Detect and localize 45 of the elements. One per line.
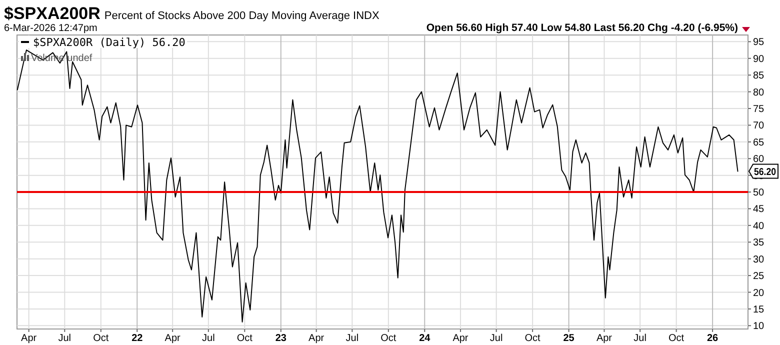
x-tick-label: Jul bbox=[58, 333, 72, 344]
legend-label: $SPXA200R (Daily) 56.20 bbox=[33, 36, 186, 49]
x-tick-label: Oct bbox=[380, 333, 396, 344]
x-tick-label: Oct bbox=[668, 333, 684, 344]
y-tick-label: 50 bbox=[753, 188, 765, 199]
y-tick-label: 75 bbox=[753, 104, 765, 115]
y-tick-label: 85 bbox=[753, 70, 765, 82]
x-tick-label: Oct bbox=[93, 333, 109, 344]
x-tick-label: 24 bbox=[419, 333, 431, 344]
x-tick-label: Jul bbox=[490, 333, 503, 344]
y-tick-label: 35 bbox=[753, 238, 765, 249]
value-tag: 56.20 bbox=[748, 164, 780, 179]
y-tick-label: 10 bbox=[753, 321, 765, 332]
y-tick-label: 80 bbox=[753, 87, 765, 98]
chart-title: $SPXA200R bbox=[4, 4, 100, 23]
x-tick-label: Jul bbox=[346, 333, 359, 344]
text: Open 56.60 High 57.40 Low 54.80 Last 56.20 Chg -4.20 (-6.95%) bbox=[426, 22, 738, 34]
x-tick-label: Jul bbox=[202, 333, 215, 344]
text: 6-Mar-2026 12:47pm bbox=[4, 23, 98, 34]
annotation: 56.20 bbox=[754, 166, 780, 178]
y-tick-label: 95 bbox=[753, 37, 765, 48]
x-tick-label: Oct bbox=[524, 333, 541, 344]
x-tick-label: Apr bbox=[452, 333, 469, 344]
y-tick-label: 70 bbox=[753, 120, 765, 132]
y-tick-label: 40 bbox=[753, 220, 765, 232]
x-tick-label: 26 bbox=[706, 333, 719, 344]
x-tick-label: 22 bbox=[132, 333, 144, 344]
x-tick-label: Apr bbox=[164, 333, 182, 344]
x-tick-label: Jul bbox=[634, 333, 646, 344]
y-tick-label: 30 bbox=[753, 254, 765, 266]
x-tick-label: Oct bbox=[236, 333, 253, 344]
x-tick-label: Apr bbox=[308, 333, 325, 344]
y-tick-label: 25 bbox=[753, 271, 765, 282]
y-tick-label: 45 bbox=[753, 204, 765, 216]
y-tick-label: 65 bbox=[753, 137, 765, 148]
y-tick-label: 90 bbox=[753, 54, 765, 65]
line-series bbox=[16, 50, 738, 322]
y-tick-label: 60 bbox=[753, 154, 765, 166]
chart-subtitle: Percent of Stocks Above 200 Day Moving Average INDX bbox=[104, 10, 380, 22]
x-tick-label: 25 bbox=[563, 333, 575, 344]
x-tick-label: 23 bbox=[275, 333, 287, 344]
y-tick-label: 20 bbox=[753, 288, 765, 299]
y-tick-label: 15 bbox=[753, 304, 765, 316]
x-tick-label: Apr bbox=[21, 333, 38, 344]
x-tick-label: Apr bbox=[596, 333, 613, 344]
